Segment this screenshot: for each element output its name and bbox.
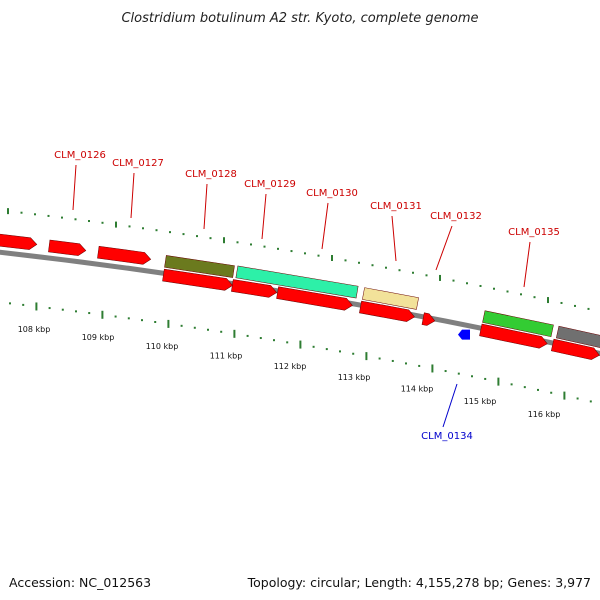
gene-arrow xyxy=(48,239,87,256)
reverse-gene-arrow xyxy=(458,329,470,340)
gene-arrow xyxy=(479,323,548,349)
gene-labels: CLM_0126 CLM_0127 CLM_0128 CLM_0129 CLM_0130… xyxy=(54,150,560,442)
scale-label: 110 kbp xyxy=(146,342,179,351)
leader-line-clm_0127 xyxy=(130,172,135,219)
leader-line-clm_0130 xyxy=(321,202,329,250)
gene-arrow xyxy=(231,279,278,298)
gene-label-clm_0126[interactable]: CLM_0126 xyxy=(54,150,106,161)
scale-label: 113 kbp xyxy=(338,373,371,382)
leader-line-clm_0129 xyxy=(261,193,267,240)
gene-label-clm_0132[interactable]: CLM_0132 xyxy=(430,211,482,222)
leader-line-clm_0126 xyxy=(72,164,77,211)
scale-label: 112 kbp xyxy=(274,362,307,371)
gene-arrow xyxy=(97,245,152,265)
gene-arrow xyxy=(162,268,233,291)
scale-labels: 108 kbp 109 kbp 110 kbp 111 kbp 112 kbp 113 k… xyxy=(18,325,561,419)
scale-label: 108 kbp xyxy=(18,325,51,334)
leader-line-clm_0128 xyxy=(203,183,208,230)
gene-label-clm_0131[interactable]: CLM_0131 xyxy=(370,201,422,212)
scale-label: 116 kbp xyxy=(528,410,561,419)
outer-tick-track xyxy=(7,208,590,310)
gene-arrow xyxy=(550,338,600,360)
map-title: Clostridium botulinum A2 str. Kyoto, com… xyxy=(121,11,478,26)
gene-arrow xyxy=(359,300,415,322)
leader-line-clm_0131 xyxy=(391,215,397,262)
label-leader-lines xyxy=(72,164,531,428)
feature-block xyxy=(362,287,419,310)
gene-arrow xyxy=(421,312,436,326)
scale-label: 111 kbp xyxy=(210,352,243,361)
leader-line-clm_0132 xyxy=(435,225,453,271)
scale-label: 114 kbp xyxy=(401,385,434,394)
feature-block xyxy=(235,265,359,299)
feature-track-bottom xyxy=(162,268,600,360)
scale-label: 115 kbp xyxy=(464,397,497,406)
feature-block xyxy=(164,255,235,278)
footer-topology: Topology: circular; Length: 4,155,278 bp… xyxy=(247,575,591,590)
inner-tick-track xyxy=(9,302,592,403)
gene-label-clm_0128[interactable]: CLM_0128 xyxy=(185,169,237,180)
gene-label-clm_0127[interactable]: CLM_0127 xyxy=(112,158,164,169)
gene-label-clm_0134[interactable]: CLM_0134 xyxy=(421,431,473,442)
feature-track-top xyxy=(0,233,600,350)
feature-block xyxy=(555,325,600,350)
gene-label-clm_0135[interactable]: CLM_0135 xyxy=(508,227,560,238)
feature-block xyxy=(482,310,554,338)
gene-label-clm_0129[interactable]: CLM_0129 xyxy=(244,179,296,190)
gene-arrow xyxy=(0,233,38,250)
gene-arrow xyxy=(276,286,353,311)
footer-accession: Accession: NC_012563 xyxy=(9,575,151,590)
scale-label: 109 kbp xyxy=(82,333,115,342)
leader-line-clm_0134 xyxy=(442,383,458,428)
leader-line-clm_0135 xyxy=(523,241,531,288)
gene-label-clm_0130[interactable]: CLM_0130 xyxy=(306,188,358,199)
